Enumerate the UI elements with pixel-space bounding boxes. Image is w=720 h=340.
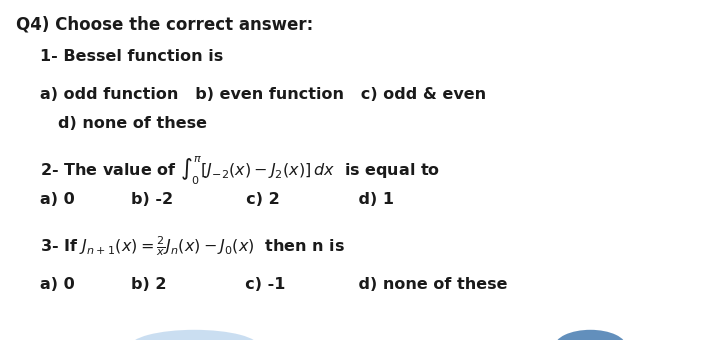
Text: a) odd function   b) even function   c) odd & even: a) odd function b) even function c) odd … [40, 87, 486, 102]
Ellipse shape [554, 330, 626, 340]
Text: 3- If $J_{n+1}(x) = \frac{2}{x}J_n(x) - J_0(x)$  then n is: 3- If $J_{n+1}(x) = \frac{2}{x}J_n(x) - … [40, 235, 345, 258]
Text: Q4) Choose the correct answer:: Q4) Choose the correct answer: [16, 15, 313, 33]
Text: d) none of these: d) none of these [58, 116, 207, 131]
Text: a) 0          b) -2             c) 2              d) 1: a) 0 b) -2 c) 2 d) 1 [40, 192, 394, 207]
Text: a) 0          b) 2              c) -1             d) none of these: a) 0 b) 2 c) -1 d) none of these [40, 277, 507, 292]
Ellipse shape [130, 330, 259, 340]
Text: 2- The value of $\int_0^{\pi}[J_{-2}(x) - J_2(x)]\,dx$  is equal to: 2- The value of $\int_0^{\pi}[J_{-2}(x) … [40, 155, 440, 187]
Text: 1- Bessel function is: 1- Bessel function is [40, 49, 223, 64]
